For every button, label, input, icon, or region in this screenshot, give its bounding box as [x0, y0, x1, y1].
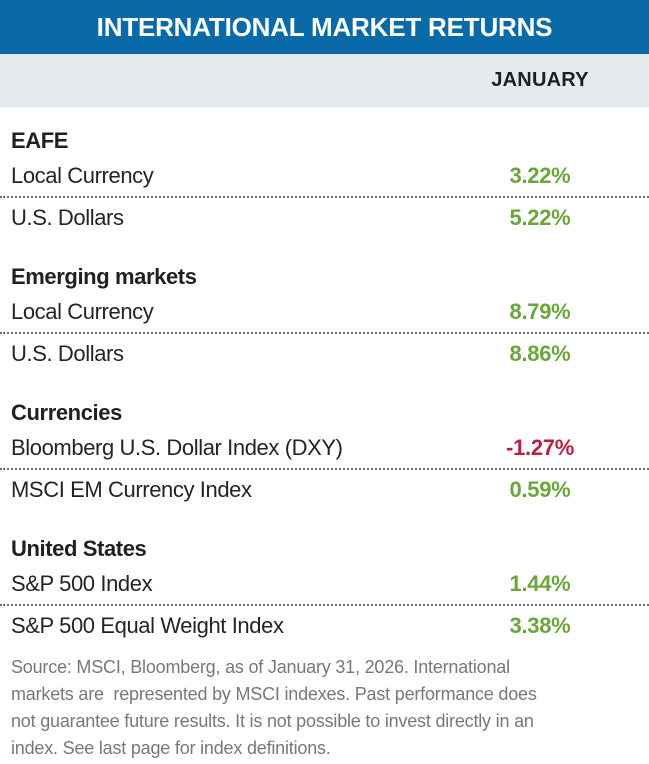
footnote-line: markets are represented by MSCI indexes.… [11, 684, 537, 704]
row-value: -1.27% [506, 435, 574, 460]
table-row: S&P 500 Index 1.44% [0, 564, 649, 604]
section-title: Emerging markets [11, 264, 197, 289]
footnote-line: not guarantee future results. It is not … [11, 711, 534, 731]
row-value: 5.22% [509, 205, 571, 230]
section-title: United States [11, 536, 147, 561]
row-value: 0.59% [509, 477, 571, 502]
footnote-line: index. See last page for index definitio… [11, 738, 331, 758]
row-label: Local Currency [11, 163, 154, 188]
section-currencies: Currencies Bloomberg U.S. Dollar Index (… [0, 399, 649, 510]
footnote-line: Source: MSCI, Bloomberg, as of January 3… [11, 657, 510, 677]
section-eafe: EAFE Local Currency 3.22% U.S. Dollars 5… [0, 127, 649, 238]
table-row: MSCI EM Currency Index 0.59% [0, 468, 649, 510]
row-value: 8.79% [509, 299, 571, 324]
row-label: MSCI EM Currency Index [11, 477, 252, 502]
title-bar: INTERNATIONAL MARKET RETURNS [0, 0, 649, 54]
table-row: U.S. Dollars 8.86% [0, 332, 649, 374]
table-row: S&P 500 Equal Weight Index 3.38% [0, 604, 649, 646]
table-row: Local Currency 3.22% [0, 156, 649, 196]
row-value: 3.38% [509, 613, 571, 638]
section-emerging-markets: Emerging markets Local Currency 8.79% U.… [0, 263, 649, 374]
row-label: Bloomberg U.S. Dollar Index (DXY) [11, 435, 343, 460]
section-united-states: United States S&P 500 Index 1.44% S&P 50… [0, 535, 649, 646]
table-row: Local Currency 8.79% [0, 292, 649, 332]
returns-table: EAFE Local Currency 3.22% U.S. Dollars 5… [0, 107, 649, 646]
section-title: EAFE [11, 128, 69, 153]
table-row: U.S. Dollars 5.22% [0, 196, 649, 238]
row-label: U.S. Dollars [11, 205, 124, 230]
page-title: INTERNATIONAL MARKET RETURNS [96, 11, 553, 42]
row-label: Local Currency [11, 299, 154, 324]
column-header-january: JANUARY [491, 69, 589, 91]
row-label: U.S. Dollars [11, 341, 124, 366]
row-label: S&P 500 Equal Weight Index [11, 613, 284, 638]
row-value: 1.44% [509, 571, 571, 596]
row-value: 8.86% [509, 341, 571, 366]
row-label: S&P 500 Index [11, 571, 153, 596]
source-footnote: Source: MSCI, Bloomberg, as of January 3… [0, 654, 649, 762]
section-title: Currencies [11, 400, 122, 425]
row-value: 3.22% [509, 163, 571, 188]
table-row: Bloomberg U.S. Dollar Index (DXY) -1.27% [0, 428, 649, 468]
column-header-row: JANUARY [0, 54, 649, 107]
